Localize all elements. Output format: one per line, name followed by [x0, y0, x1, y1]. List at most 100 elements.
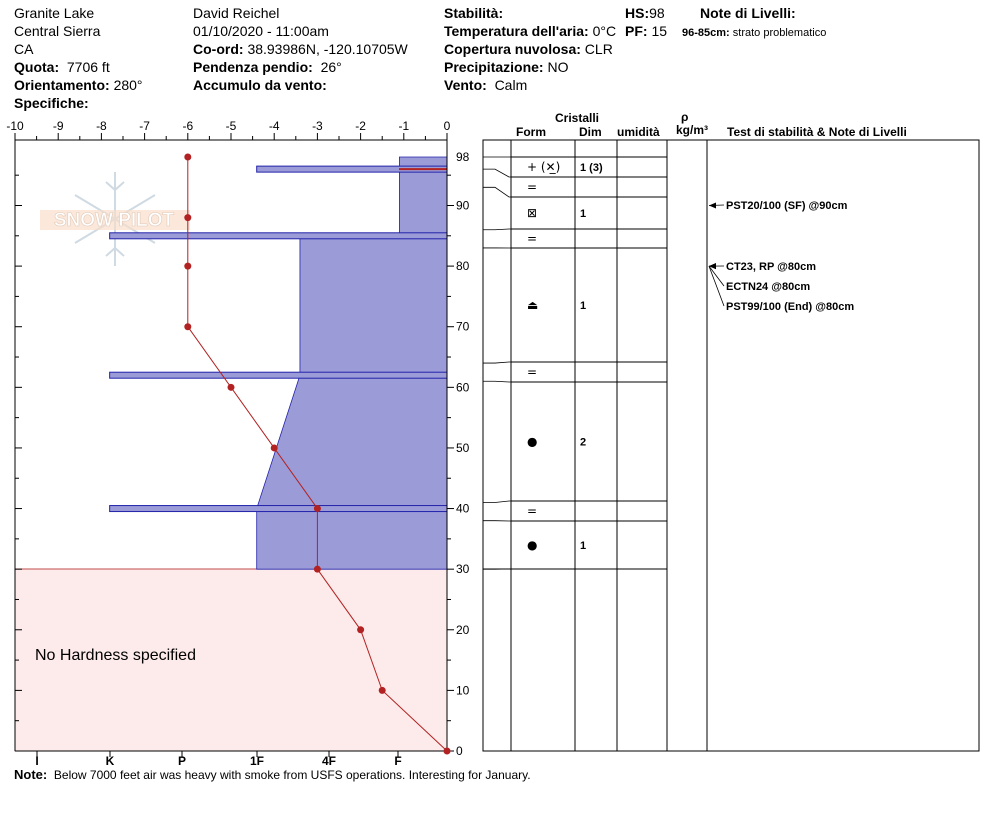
header-size: Dim [579, 125, 602, 139]
region: Central Sierra [14, 23, 101, 39]
depth-tick-label: 80 [456, 259, 470, 273]
depth-tick-label: 70 [456, 320, 470, 334]
depth-tick-label: 10 [456, 683, 470, 697]
temp-tick-label: -6 [182, 119, 193, 133]
hardness-tick-label: I [35, 754, 38, 768]
thin-layer-bar [109, 232, 448, 240]
layer-size: 1 [580, 208, 586, 220]
watermark-text: SNOW PILOT [54, 210, 175, 231]
footer-note: Note: Below 7000 feet air was heavy with… [14, 767, 531, 782]
header-tests: Test di stabilità & Note di Livelli [727, 125, 907, 139]
temperature-point [357, 626, 365, 634]
specifics-row: Specifiche: [14, 95, 89, 111]
hardness-tick-label: F [394, 754, 401, 768]
temperature-point [313, 505, 321, 513]
layer-size: 2 [580, 437, 586, 449]
no-hardness-label: No Hardness specified [35, 647, 196, 664]
layer-connector [483, 168, 511, 178]
header-density-unit: kg/m³ [676, 123, 708, 137]
layer-notes-title: Note di Livelli: [700, 5, 796, 21]
layer-form-symbol: = [527, 180, 537, 194]
depth-tick-label: 30 [456, 562, 470, 576]
layer-size: 1 (3) [580, 162, 603, 174]
arrow-head [709, 202, 716, 209]
no-hardness-region [14, 568, 448, 752]
temperature-point [378, 686, 386, 694]
location: Granite Lake [14, 5, 95, 21]
hardness-tick-label: P [178, 754, 186, 768]
precip-value: NO [547, 59, 569, 75]
layer-connector [483, 361, 511, 364]
layer-table-border [482, 139, 980, 752]
pf-value: 15 [651, 23, 668, 39]
note-label: Note: [14, 767, 48, 782]
wind-loading-row: Accumulo da vento: [193, 77, 327, 93]
header-rho: ρ [681, 110, 688, 124]
temperature-point [227, 383, 235, 391]
layer-form-symbol: + (✕̲) [527, 160, 560, 174]
hardness-tick-label: 4F [322, 754, 336, 768]
depth-tick-label: 60 [456, 380, 470, 394]
precip-row: Precipitazione: NO [444, 59, 569, 75]
layer-form-symbol: ⏏ [527, 298, 538, 312]
temp-tick-label: -7 [139, 119, 150, 133]
observer: David Reichel [193, 5, 280, 21]
temp-tick-label: -5 [226, 119, 237, 133]
slope-value: 26° [320, 59, 342, 75]
cloud-value: CLR [584, 41, 613, 57]
stability-test-arrow [708, 265, 725, 307]
hardness-tick-label: 1F [250, 754, 264, 768]
stability-test-label: PST99/100 (End) @80cm [726, 301, 854, 313]
hardness-tick-label: K [106, 754, 115, 768]
temperature-point [313, 565, 321, 573]
stability-test-label: ECTN24 @80cm [726, 281, 810, 293]
stability-test-arrow [708, 265, 725, 287]
snowpilot-watermark: SNOW PILOT [40, 172, 190, 266]
pf-row: PF: 15 [625, 23, 668, 39]
arrow-head [709, 263, 716, 270]
note-text: Below 7000 feet air was heavy with smoke… [53, 768, 531, 782]
temp-tick-label: -8 [96, 119, 107, 133]
layer-size: 1 [580, 540, 586, 552]
aspect-row: Orientamento: 280° [14, 77, 143, 93]
temp-tick-label: -10 [6, 119, 24, 133]
layer-connector [483, 500, 511, 503]
wind-row: Vento: Calm [444, 77, 528, 93]
wind-value: Calm [494, 77, 528, 93]
temp-tick-label: -1 [398, 119, 409, 133]
temperature-point [184, 323, 192, 331]
depth-tick-label: 40 [456, 502, 470, 516]
coords-row: Co-ord: 38.93986N, -120.10705W [193, 41, 408, 57]
hs-row: HS:98 [625, 5, 665, 21]
temp-tick-label: -9 [53, 119, 64, 133]
hs-value: 98 [649, 5, 665, 21]
layer-form-symbol: ● [527, 435, 537, 449]
temp-tick-label: 0 [444, 119, 451, 133]
air-temp-value: 0°C [592, 23, 617, 39]
state: CA [14, 41, 34, 57]
hardness-area [256, 156, 448, 570]
temperature-point [443, 747, 451, 755]
layer-form-symbol: ● [527, 538, 537, 552]
temp-tick-label: -2 [355, 119, 366, 133]
layer-connector [483, 380, 511, 383]
temperature-point [184, 214, 192, 222]
temperature-point [184, 262, 192, 270]
air-temp-row: Temperatura dell'aria: 0°C [444, 23, 617, 39]
thin-layer-bar [109, 505, 448, 513]
layer-connector [483, 186, 511, 198]
cloud-row: Copertura nuvolosa: CLR [444, 41, 613, 57]
stability-row: Stabilità: [444, 5, 504, 21]
thin-layer-bar [109, 371, 448, 379]
stability-test-label: PST20/100 (SF) @90cm [726, 200, 848, 212]
aspect-value: 280° [113, 77, 143, 93]
datetime: 01/10/2020 - 11:00am [193, 23, 329, 39]
elevation-row: Quota: 7706 ft [14, 59, 110, 75]
layer-note-text: strato problematico [732, 27, 827, 39]
layer-form-symbol: ⊠ [527, 206, 537, 220]
header-form: Form [516, 125, 546, 139]
slope-row: Pendenza pendio: 26° [193, 59, 342, 75]
depth-tick-label: 20 [456, 623, 470, 637]
layer-note-range: 96-85cm: [682, 27, 730, 39]
coords-value: 38.93986N, -120.10705W [247, 41, 408, 57]
